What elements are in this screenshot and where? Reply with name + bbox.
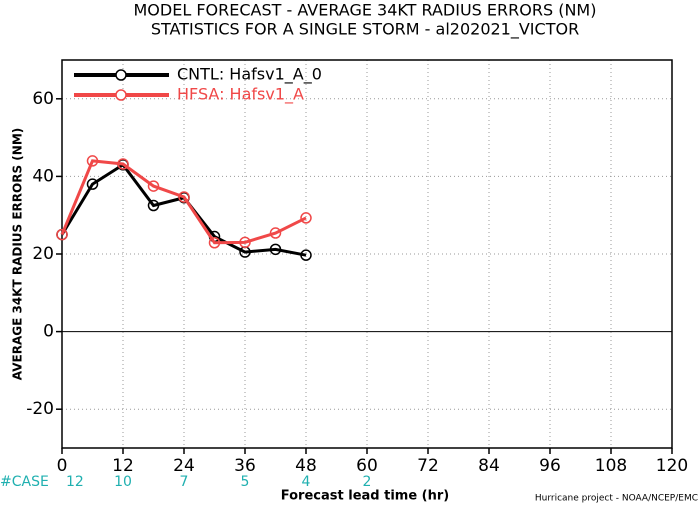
series-line bbox=[60, 162, 307, 257]
y-tick-label: 40 bbox=[32, 166, 54, 186]
footer: Hurricane project - NOAA/NCEP/EMC bbox=[535, 494, 698, 504]
data-point bbox=[56, 228, 68, 241]
y-axis-label: AVERAGE 34KT RADIUS ERRORS (NM) bbox=[11, 128, 25, 380]
case-count: 7 bbox=[180, 474, 189, 490]
data-point bbox=[178, 191, 190, 203]
case-label: #CASE bbox=[0, 474, 49, 490]
legend-marker bbox=[115, 69, 127, 81]
y-tick-label: 0 bbox=[43, 322, 54, 342]
y-tick-label: -20 bbox=[26, 399, 54, 419]
series-line bbox=[60, 159, 307, 245]
case-count: 2 bbox=[363, 474, 372, 490]
data-point bbox=[269, 227, 282, 239]
y-tick-label: 20 bbox=[32, 244, 54, 264]
x-tick-label: 96 bbox=[539, 456, 561, 476]
data-point bbox=[208, 236, 221, 249]
data-point bbox=[300, 212, 312, 224]
data-point bbox=[239, 236, 251, 249]
x-tick-label: 12 bbox=[112, 456, 134, 476]
x-tick-label: 0 bbox=[57, 456, 68, 476]
data-point bbox=[269, 243, 282, 256]
case-count: 5 bbox=[241, 474, 250, 490]
x-axis-label: Forecast lead time (hr) bbox=[281, 489, 449, 504]
data-point bbox=[117, 158, 129, 170]
x-tick-label: 120 bbox=[656, 456, 688, 476]
data-point bbox=[147, 199, 160, 212]
plot-frame bbox=[61, 59, 673, 449]
case-count: 10 bbox=[114, 474, 132, 490]
legend-label: CNTL: Hafsv1_A_0 bbox=[177, 65, 322, 85]
legend-label: HFSA: Hafsv1_A bbox=[177, 85, 304, 105]
x-tick-label: 72 bbox=[417, 456, 439, 476]
case-count: 12 bbox=[66, 474, 84, 490]
legend-marker bbox=[115, 89, 127, 101]
x-tick-label: 108 bbox=[595, 456, 627, 476]
data-point bbox=[147, 180, 160, 192]
data-point bbox=[86, 178, 99, 190]
x-tick-label: 24 bbox=[173, 456, 195, 476]
data-point bbox=[86, 155, 99, 167]
x-tick-label: 60 bbox=[356, 456, 378, 476]
y-tick-label: 60 bbox=[32, 89, 54, 109]
x-tick-label: 84 bbox=[478, 456, 500, 476]
data-point bbox=[300, 249, 312, 261]
chart-subtitle: STATISTICS FOR A SINGLE STORM - al202021… bbox=[151, 20, 579, 40]
chart-title: MODEL FORECAST - AVERAGE 34KT RADIUS ERR… bbox=[134, 1, 597, 20]
x-tick-label: 48 bbox=[295, 456, 317, 476]
x-tick-label: 36 bbox=[234, 456, 256, 476]
case-count: 4 bbox=[302, 474, 311, 490]
